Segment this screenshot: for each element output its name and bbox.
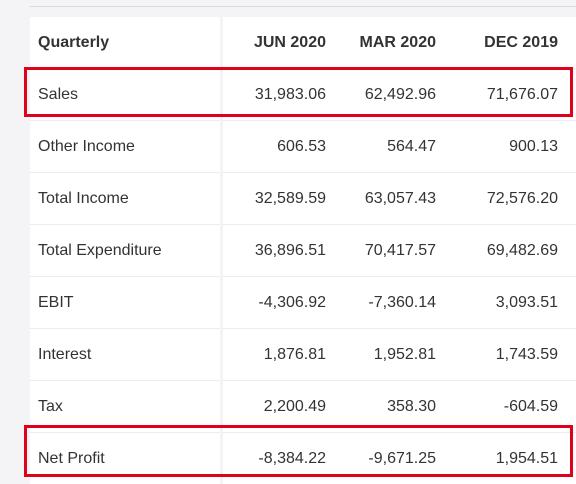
value-cell: 2,200.49 (223, 381, 334, 433)
value-cell: 1,954.51 (449, 433, 576, 484)
value-cell: -8,384.22 (223, 433, 334, 484)
value-cell: 564.47 (334, 121, 449, 173)
table-row-sales: Sales 31,983.06 62,492.96 71,676.07 (30, 69, 576, 121)
table-row-ebit: EBIT -4,306.92 -7,360.14 3,093.51 (30, 277, 576, 329)
row-label: Tax (30, 381, 220, 433)
value-cell: 31,983.06 (223, 69, 334, 121)
table-row-tax: Tax 2,200.49 358.30 -604.59 (30, 381, 576, 433)
row-label: Sales (30, 69, 220, 121)
value-cell: 32,589.59 (223, 173, 334, 225)
table-row-net-profit: Net Profit -8,384.22 -9,671.25 1,954.51 (30, 433, 576, 484)
column-header-jun-2020: JUN 2020 (223, 17, 334, 69)
row-label: Net Profit (30, 433, 220, 484)
value-cell: 1,743.59 (449, 329, 576, 381)
value-cell: -9,671.25 (334, 433, 449, 484)
value-cell: 3,093.51 (449, 277, 576, 329)
value-cell: 62,492.96 (334, 69, 449, 121)
row-label: Total Income (30, 173, 220, 225)
value-cell: -4,306.92 (223, 277, 334, 329)
table-row-interest: Interest 1,876.81 1,952.81 1,743.59 (30, 329, 576, 381)
top-divider (30, 6, 576, 7)
row-label: Interest (30, 329, 220, 381)
row-label: EBIT (30, 277, 220, 329)
value-cell: 72,576.20 (449, 173, 576, 225)
value-cell: 358.30 (334, 381, 449, 433)
table-row-other-income: Other Income 606.53 564.47 900.13 (30, 121, 576, 173)
value-cell: 69,482.69 (449, 225, 576, 277)
column-header-quarterly: Quarterly (30, 17, 220, 69)
table-header-row: Quarterly JUN 2020 MAR 2020 DEC 2019 (30, 17, 576, 69)
value-cell: 71,676.07 (449, 69, 576, 121)
value-cell: 606.53 (223, 121, 334, 173)
value-cell: 900.13 (449, 121, 576, 173)
row-label: Other Income (30, 121, 220, 173)
value-cell: -604.59 (449, 381, 576, 433)
table-row-total-income: Total Income 32,589.59 63,057.43 72,576.… (30, 173, 576, 225)
row-label: Total Expenditure (30, 225, 220, 277)
value-cell: 63,057.43 (334, 173, 449, 225)
value-cell: -7,360.14 (334, 277, 449, 329)
value-cell: 1,876.81 (223, 329, 334, 381)
table-row-total-expenditure: Total Expenditure 36,896.51 70,417.57 69… (30, 225, 576, 277)
value-cell: 1,952.81 (334, 329, 449, 381)
value-cell: 70,417.57 (334, 225, 449, 277)
quarterly-financials-table: Quarterly JUN 2020 MAR 2020 DEC 2019 Sal… (30, 17, 576, 484)
value-cell: 36,896.51 (223, 225, 334, 277)
column-header-mar-2020: MAR 2020 (334, 17, 449, 69)
column-header-dec-2019: DEC 2019 (449, 17, 576, 69)
